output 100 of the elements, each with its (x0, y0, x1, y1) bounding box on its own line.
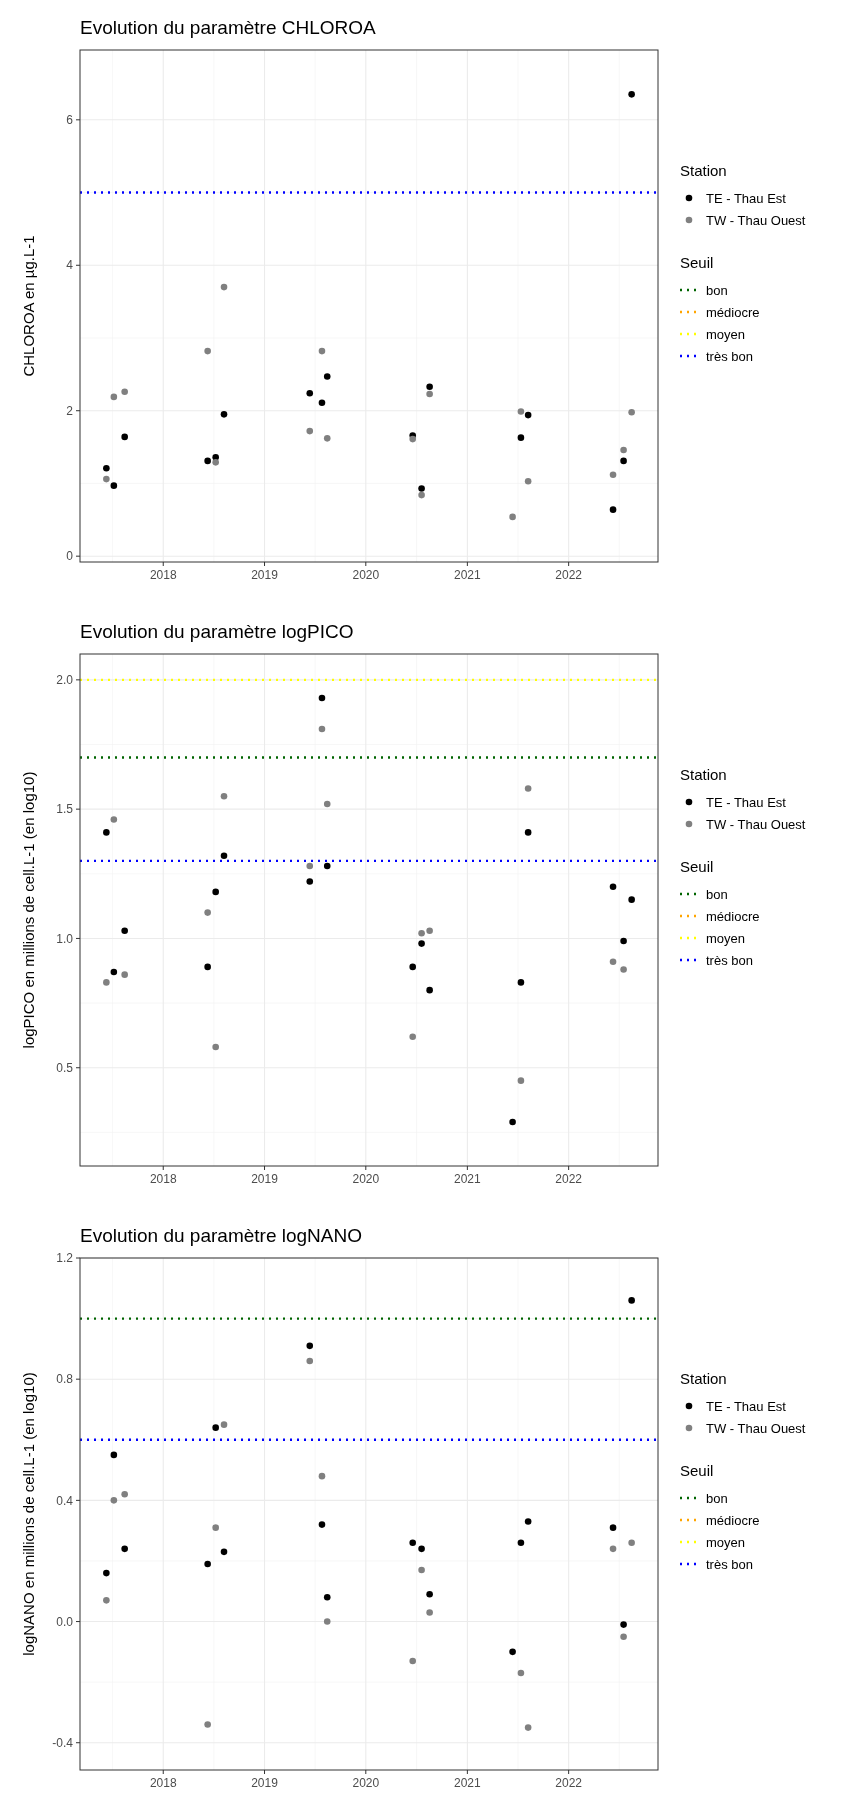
point (418, 940, 425, 947)
chart-title: Evolution du paramètre logPICO (80, 621, 354, 642)
text: moyen (706, 1534, 746, 1550)
legend-label: TW - Thau Ouest (706, 212, 806, 228)
point (220, 1548, 228, 1556)
point (306, 427, 314, 435)
point (204, 457, 211, 465)
point (628, 1539, 635, 1547)
legend-label: très bon (706, 952, 753, 968)
point (426, 927, 433, 934)
point (103, 979, 110, 986)
x-tick-label: 2018 (149, 1172, 177, 1186)
point (426, 390, 433, 398)
point (323, 800, 331, 808)
point (103, 464, 110, 472)
text: Seuil (680, 858, 714, 875)
point (306, 862, 314, 870)
point (204, 347, 211, 355)
x-tick-label: 2020 (352, 568, 380, 582)
point (620, 937, 627, 945)
text: Station (680, 1370, 727, 1387)
x-tick-label: 2020 (352, 1776, 380, 1790)
legend-label: TW - Thau Ouest (706, 1420, 806, 1436)
point (110, 1497, 118, 1504)
text: Seuil (680, 254, 714, 271)
point (418, 485, 425, 492)
point (524, 477, 532, 485)
point (318, 725, 326, 733)
point (121, 433, 128, 441)
y-tick-label: 2.0 (56, 673, 74, 688)
point (620, 966, 627, 973)
point (609, 883, 617, 891)
y-tick-label: 0.0 (56, 1614, 74, 1629)
point (103, 1597, 110, 1604)
point (220, 852, 228, 859)
x-tick-label: 2019 (251, 568, 279, 582)
y-tick-label: 1.0 (56, 931, 74, 946)
point (409, 1033, 416, 1041)
point (204, 1721, 211, 1728)
legend-label: moyen (706, 930, 746, 946)
legend-label: TE - Thau Est (706, 1398, 787, 1414)
y-tick-label: 0.5 (56, 1060, 74, 1075)
point (103, 1569, 110, 1577)
point (212, 459, 219, 466)
point (609, 471, 617, 479)
point (306, 1357, 314, 1365)
point (323, 862, 331, 870)
text: médiocre (706, 304, 760, 320)
point (524, 785, 532, 792)
x-tick-label: 2021 (454, 1776, 482, 1790)
point (628, 408, 635, 416)
point (426, 1590, 433, 1598)
point (110, 816, 118, 823)
point (220, 411, 228, 418)
text: Station (680, 162, 727, 179)
text: médiocre (706, 908, 760, 924)
x-tick-label: 2021 (454, 568, 482, 582)
point (121, 388, 128, 396)
y-tick-label: 2 (66, 403, 74, 418)
text: bon (706, 282, 728, 298)
point (212, 1043, 219, 1051)
point (409, 963, 416, 971)
y-tick-label: 1.2 (56, 1251, 74, 1266)
point (306, 1342, 314, 1350)
point (628, 91, 635, 98)
point (517, 979, 525, 986)
point (110, 1451, 118, 1459)
point (524, 1724, 532, 1731)
point (418, 1545, 425, 1553)
point (212, 1424, 219, 1431)
point (110, 393, 118, 401)
point (620, 457, 627, 465)
point (306, 878, 314, 885)
point (220, 792, 228, 800)
point (517, 1077, 525, 1084)
point (323, 373, 331, 380)
legend-label: bon (706, 1490, 728, 1506)
point (409, 1657, 416, 1665)
point (212, 888, 219, 896)
y-tick-label: 0.4 (56, 1493, 74, 1508)
point (121, 1545, 128, 1553)
point (323, 1594, 331, 1601)
point (121, 971, 128, 978)
point (426, 383, 433, 391)
point (220, 283, 228, 291)
point (620, 1633, 627, 1640)
point (628, 1297, 635, 1304)
chart-title: Evolution du paramètre CHLOROA (80, 17, 377, 38)
point (121, 1491, 128, 1498)
point (517, 434, 525, 441)
point (409, 435, 416, 443)
legend-label: TE - Thau Est (706, 794, 787, 810)
y-tick-label: 0.8 (56, 1372, 74, 1387)
point (318, 347, 326, 355)
legend-label: très bon (706, 348, 753, 364)
x-tick-label: 2018 (149, 1776, 177, 1790)
y-axis-title: CHLOROA en µg.L-1 (20, 235, 37, 377)
point (517, 408, 525, 415)
legend-label: TE - Thau Est (706, 190, 787, 206)
legend-label: bon (706, 886, 728, 902)
